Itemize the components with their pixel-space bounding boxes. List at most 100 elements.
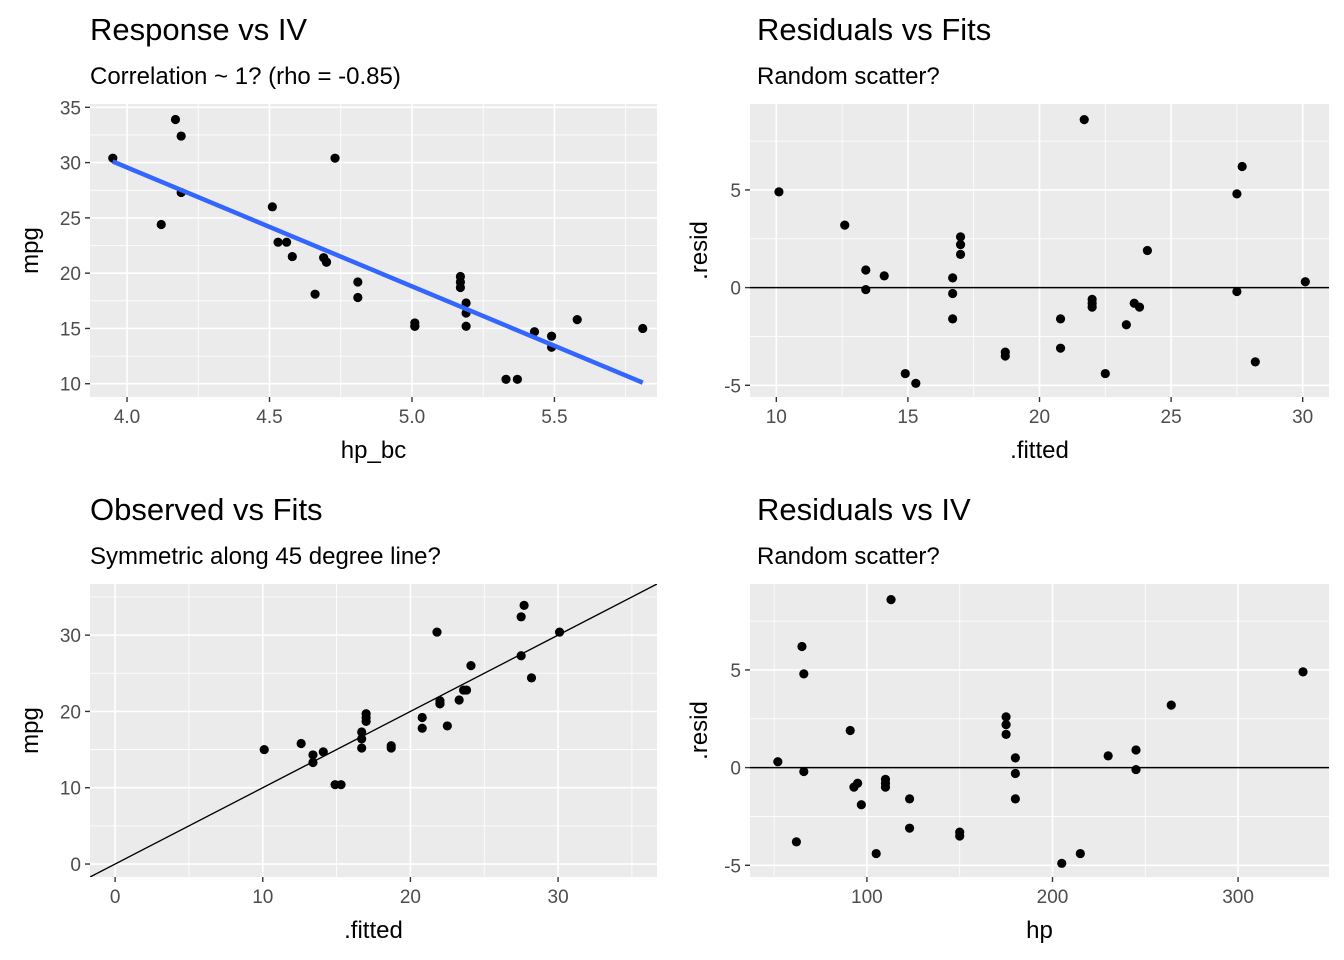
panel-3: Observed vs Fits Symmetric along 45 degre… — [17, 492, 657, 944]
data-point — [1232, 286, 1242, 297]
x-axis-title: hp — [1026, 917, 1053, 944]
data-point — [410, 321, 420, 331]
x-tick-label: 5.0 — [399, 407, 425, 428]
panel-1: Response vs IV Correlation ~ 1? (rho = -0… — [17, 12, 657, 464]
data-point — [904, 794, 915, 804]
data-point — [435, 699, 445, 709]
data-point — [156, 219, 166, 230]
data-point — [321, 257, 332, 267]
y-axis-title: .resid — [686, 221, 713, 280]
data-point — [267, 202, 277, 212]
y-tick-label: 25 — [60, 209, 81, 230]
data-point — [353, 277, 363, 287]
data-point — [461, 321, 471, 331]
data-point — [955, 831, 965, 841]
x-tick-label: 10 — [252, 887, 273, 908]
data-point — [1001, 720, 1011, 730]
data-point — [516, 651, 526, 661]
data-point — [1250, 357, 1260, 367]
data-point — [1001, 729, 1011, 740]
gridlines — [750, 584, 1329, 877]
data-point — [638, 323, 648, 334]
y-tick-label: 0 — [730, 759, 741, 780]
data-point — [861, 265, 871, 275]
data-point — [856, 800, 866, 810]
panel-subtitle: Random scatter? — [757, 63, 940, 90]
data-point — [799, 669, 809, 679]
data-point — [1166, 700, 1176, 710]
data-point — [1103, 751, 1113, 761]
panel-title: Residuals vs IV — [757, 492, 971, 527]
data-point — [572, 315, 582, 325]
data-point — [948, 314, 958, 324]
x-tick-label: 30 — [1292, 407, 1313, 428]
data-point — [357, 743, 367, 753]
y-axis-title: mpg — [17, 227, 44, 274]
data-point — [501, 374, 511, 384]
x-tick-label: 0 — [110, 887, 121, 908]
data-point — [1121, 320, 1131, 330]
regression-line — [111, 159, 644, 385]
data-point — [955, 240, 966, 250]
x-tick-label: 15 — [897, 407, 918, 428]
data-point — [948, 273, 958, 283]
data-point — [432, 627, 442, 637]
data-point — [1100, 368, 1110, 379]
y-tick-label: 30 — [60, 154, 81, 175]
data-point — [308, 757, 318, 768]
data-point — [357, 727, 367, 737]
data-point — [1010, 753, 1020, 763]
data-point — [353, 292, 363, 303]
y-tick-label: 15 — [60, 319, 81, 340]
y-tick-label: 5 — [730, 181, 741, 202]
data-point — [330, 153, 340, 163]
data-point — [318, 747, 328, 757]
data-point — [287, 251, 297, 262]
data-point — [1087, 302, 1097, 312]
data-point — [871, 848, 881, 859]
data-point — [1079, 115, 1089, 125]
data-point — [1300, 277, 1310, 287]
data-point — [1057, 858, 1067, 868]
data-point — [955, 232, 966, 242]
y-axis-title: .resid — [686, 701, 713, 760]
y-tick-label: -5 — [724, 856, 741, 877]
data-point — [797, 641, 807, 652]
x-tick-label: 25 — [1161, 407, 1182, 428]
y-tick-label: 35 — [60, 98, 81, 119]
x-tick-label: 4.0 — [114, 407, 140, 428]
data-point — [357, 734, 367, 744]
data-point — [1298, 667, 1308, 677]
data-point — [1055, 343, 1066, 353]
data-point — [1131, 764, 1141, 775]
plot-background — [750, 584, 1329, 877]
data-point — [861, 284, 871, 295]
data-point — [417, 723, 427, 733]
panel-title: Residuals vs Fits — [757, 12, 991, 47]
x-tick-label: 5.5 — [541, 407, 567, 428]
x-axis-title: .fitted — [1010, 437, 1069, 464]
data-point — [546, 331, 557, 341]
panel-subtitle: Random scatter? — [757, 543, 940, 570]
data-point — [259, 744, 269, 755]
data-point — [526, 673, 537, 683]
panel-2: Residuals vs Fits Random scatter? 10 15 20 25… — [686, 12, 1329, 464]
data-point — [308, 750, 318, 760]
data-point — [904, 823, 915, 833]
data-point — [454, 695, 464, 705]
data-point — [886, 595, 896, 605]
data-point — [512, 374, 522, 384]
data-point — [281, 237, 292, 247]
y-tick-label: 20 — [60, 264, 81, 285]
data-point — [1001, 712, 1011, 722]
data-point — [461, 298, 471, 308]
data-point — [1142, 245, 1153, 256]
data-point — [170, 114, 181, 125]
data-point — [442, 721, 452, 731]
data-point — [516, 612, 526, 622]
data-layer — [750, 115, 1329, 388]
panel-title: Observed vs Fits — [90, 492, 323, 527]
panel-subtitle: Correlation ~ 1? (rho = -0.85) — [90, 63, 401, 90]
y-tick-label: 10 — [60, 375, 81, 396]
